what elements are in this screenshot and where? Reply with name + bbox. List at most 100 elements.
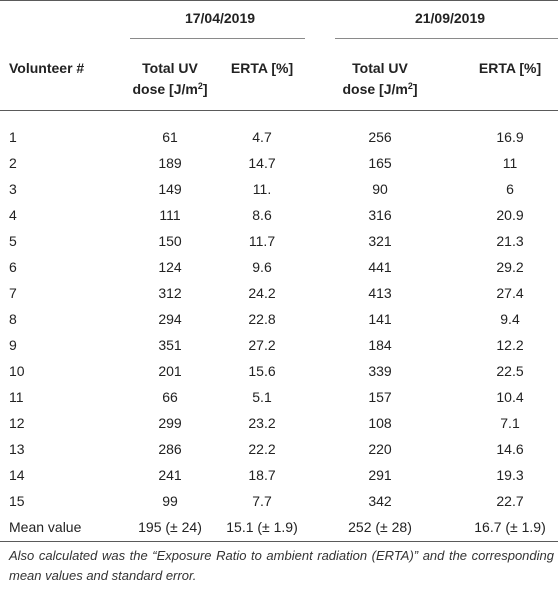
mean-dose-2: 252 (± 28) [348,519,412,535]
header-dose-1-sup: 2 [197,81,203,91]
volunteer-cell: 14 [9,467,25,483]
table-row: 14 241 18.7 291 19.3 [0,462,558,488]
erta-1-cell: 22.8 [248,311,276,327]
volunteer-cell: 7 [9,285,17,301]
table-row: 5 150 11.7 321 21.3 [0,228,558,254]
volunteer-cell: 6 [9,259,17,275]
erta-2-cell: 12.2 [496,337,524,353]
erta-1-cell: 9.6 [252,259,272,275]
header-dose-2-line2: dose [J/m2] [330,79,430,100]
dose-1-cell: 99 [162,493,178,509]
dose-2-cell: 413 [368,285,392,301]
dose-1-cell: 124 [158,259,182,275]
volunteer-cell: 2 [9,155,17,171]
erta-2-cell: 6 [506,181,514,197]
erta-2-cell: 20.9 [496,207,524,223]
header-rule [0,110,558,111]
erta-1-cell: 18.7 [248,467,276,483]
dose-2-cell: 256 [368,129,392,145]
header-erta-2: ERTA [%] [478,60,542,76]
mean-erta-2: 16.7 (± 1.9) [474,519,546,535]
dose-2-cell: 184 [368,337,392,353]
erta-1-cell: 7.7 [252,493,272,509]
dose-2-cell: 141 [368,311,392,327]
table-row: 1 61 4.7 256 16.9 [0,124,558,150]
dose-1-cell: 294 [158,311,182,327]
volunteer-cell: 10 [9,363,25,379]
dose-2-cell: 90 [372,181,388,197]
volunteer-cell: 13 [9,441,25,457]
table-row: 7 312 24.2 413 27.4 [0,280,558,306]
dose-1-cell: 312 [158,285,182,301]
header-dose-1: Total UV dose [J/m2] [120,58,220,100]
header-dose-1-line1: Total UV [142,60,198,76]
dose-1-cell: 299 [158,415,182,431]
erta-1-cell: 8.6 [252,207,272,223]
dose-2-cell: 342 [368,493,392,509]
erta-2-cell: 29.2 [496,259,524,275]
dose-1-cell: 61 [162,129,178,145]
erta-2-cell: 7.1 [500,415,520,431]
dose-1-cell: 149 [158,181,182,197]
header-dose-1-unit: dose [J/m [132,81,198,97]
volunteer-cell: 5 [9,233,17,249]
erta-1-cell: 14.7 [248,155,276,171]
header-dose-2-line1: Total UV [352,60,408,76]
dose-2-cell: 441 [368,259,392,275]
dose-2-cell: 291 [368,467,392,483]
table-row: 6 124 9.6 441 29.2 [0,254,558,280]
volunteer-cell: 15 [9,493,25,509]
erta-2-cell: 22.5 [496,363,524,379]
erta-1-cell: 11.7 [248,233,276,249]
volunteer-cell: 4 [9,207,17,223]
erta-2-cell: 16.9 [496,129,524,145]
table-row: 8 294 22.8 141 9.4 [0,306,558,332]
erta-1-cell: 5.1 [252,389,272,405]
dose-2-cell: 321 [368,233,392,249]
dose-2-cell: 165 [368,155,392,171]
dose-1-cell: 66 [162,389,178,405]
erta-2-cell: 14.6 [496,441,524,457]
date-header-2: 21/09/2019 [414,10,486,26]
header-volunteer: Volunteer # [9,60,85,76]
mean-label: Mean value [9,519,82,535]
volunteer-cell: 3 [9,181,17,197]
erta-2-cell: 27.4 [496,285,524,301]
erta-1-cell: 15.6 [248,363,276,379]
dose-1-cell: 241 [158,467,182,483]
dose-1-cell: 351 [158,337,182,353]
dose-2-cell: 339 [368,363,392,379]
volunteer-cell: 12 [9,415,25,431]
date-1-underline [130,38,305,39]
header-dose-2: Total UV dose [J/m2] [330,58,430,100]
bottom-rule [0,541,558,542]
dose-2-cell: 220 [368,441,392,457]
erta-2-cell: 19.3 [496,467,524,483]
erta-2-cell: 11 [502,155,518,171]
volunteer-cell: 1 [9,129,17,145]
dose-1-cell: 286 [158,441,182,457]
volunteer-cell: 9 [9,337,17,353]
mean-erta-1: 15.1 (± 1.9) [226,519,298,535]
dose-2-cell: 108 [368,415,392,431]
table-row: 10 201 15.6 339 22.5 [0,358,558,384]
mean-dose-1: 195 (± 24) [138,519,202,535]
table-row: 13 286 22.2 220 14.6 [0,436,558,462]
erta-2-cell: 21.3 [496,233,524,249]
volunteer-cell: 8 [9,311,17,327]
table-row: 3 149 11. 90 6 [0,176,558,202]
erta-1-cell: 23.2 [248,415,276,431]
date-2-underline [335,38,558,39]
header-dose-1-close: ] [202,81,208,97]
erta-1-cell: 27.2 [248,337,276,353]
erta-1-cell: 4.7 [252,129,272,145]
erta-2-cell: 10.4 [496,389,524,405]
erta-2-cell: 9.4 [500,311,520,327]
header-dose-1-line2: dose [J/m2] [120,79,220,100]
dose-2-cell: 157 [368,389,392,405]
dose-2-cell: 316 [368,207,392,223]
table-footnote: Also calculated was the “Exposure Ratio … [9,548,554,583]
table-row: 4 111 8.6 316 20.9 [0,202,558,228]
table-row: 9 351 27.2 184 12.2 [0,332,558,358]
table-row: 2 189 14.7 165 11 [0,150,558,176]
